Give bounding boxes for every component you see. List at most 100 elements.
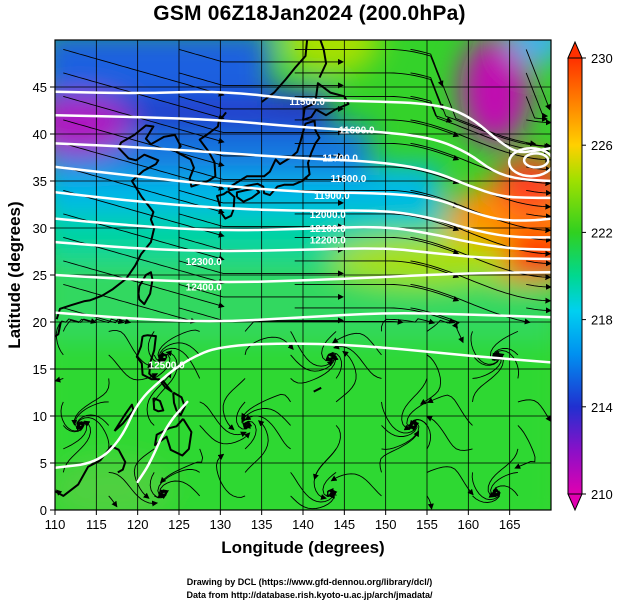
- height-contour: [55, 311, 551, 323]
- streamline: [158, 480, 201, 500]
- streamline: [244, 318, 404, 332]
- x-tick-label: 125: [168, 517, 190, 532]
- coastline: [227, 119, 321, 197]
- streamline: [526, 119, 551, 126]
- streamline: [71, 378, 110, 426]
- streamline: [379, 430, 420, 473]
- streamline: [470, 331, 500, 365]
- streamline: [294, 166, 460, 185]
- streamline: [199, 401, 247, 438]
- x-tick-label: 150: [375, 517, 397, 532]
- coastline: [172, 391, 186, 417]
- streamline: [62, 420, 91, 473]
- x-tick-label: 160: [457, 517, 479, 532]
- coastline: [152, 397, 165, 413]
- colorbar-tick-label: 222: [591, 225, 613, 240]
- credit-drawing: Drawing by DCL (https://www.gfd-dennou.o…: [186, 577, 433, 587]
- height-contour: [507, 146, 551, 178]
- coastline: [55, 111, 227, 320]
- streamline: [294, 142, 460, 161]
- streamline: [335, 350, 357, 403]
- x-tick-label: 130: [209, 517, 231, 532]
- streamline: [108, 330, 154, 369]
- coastline: [235, 187, 261, 203]
- height-contours: [55, 90, 551, 484]
- streamline: [63, 95, 225, 144]
- streamline: [526, 307, 551, 314]
- streamline: [63, 307, 132, 325]
- contour-labels: 11500.0 11600.0 11700.0 11800.0 11900.0 12000…: [149, 97, 375, 371]
- streamline: [178, 48, 344, 65]
- streamline: [410, 142, 551, 187]
- streamline: [236, 401, 253, 430]
- coastline: [113, 403, 135, 432]
- streamline: [133, 448, 155, 499]
- streamline: [63, 166, 225, 215]
- y-tick-label: 15: [33, 362, 47, 377]
- x-tick-label: 110: [45, 517, 66, 532]
- streamline: [426, 394, 473, 426]
- y-axis: 0 5 10 15 20 25 30 35 40 45: [33, 80, 55, 518]
- streamline: [108, 471, 159, 507]
- streamline: [63, 48, 225, 97]
- contour-label: 11600.0: [339, 125, 375, 136]
- streamline: [294, 119, 460, 138]
- streamline: [517, 399, 551, 423]
- streamline: [294, 48, 444, 87]
- y-tick-label: 35: [33, 174, 47, 189]
- height-contour: [55, 270, 551, 284]
- streamline: [153, 350, 178, 403]
- streamline: [63, 260, 225, 309]
- colorbar-tick-label: 210: [591, 487, 613, 502]
- contour-label: 11900.0: [314, 191, 350, 202]
- streamline: [63, 72, 225, 121]
- streamline: [514, 425, 536, 469]
- x-tick-label: 135: [251, 517, 273, 532]
- height-contour: [55, 240, 551, 261]
- streamline: [178, 95, 344, 112]
- y-tick-label: 20: [33, 315, 47, 330]
- height-contour: [136, 400, 189, 484]
- coastline: [135, 334, 173, 393]
- colorbar-tick-label: 230: [591, 51, 613, 66]
- contour-label: 12400.0: [186, 282, 223, 293]
- streamline: [241, 393, 291, 420]
- streamline: [178, 260, 344, 277]
- y-tick-label: 5: [40, 456, 47, 471]
- streamline: [526, 283, 551, 290]
- temperature-field: [55, 40, 551, 510]
- streamline: [294, 213, 460, 232]
- streamline: [294, 260, 460, 279]
- graticule: [55, 40, 551, 510]
- colorbar-tick-label: 218: [591, 313, 613, 328]
- streamline: [147, 331, 168, 363]
- streamline: [108, 495, 118, 508]
- streamline: [410, 236, 551, 281]
- streamline: [178, 213, 344, 230]
- streamline: [63, 142, 225, 191]
- coastlines: [55, 40, 350, 497]
- streamline: [290, 354, 339, 384]
- streamline: [178, 72, 344, 89]
- contour-label: 11800.0: [331, 174, 367, 185]
- streamline: [333, 343, 382, 379]
- streamline: [62, 318, 125, 332]
- streamline: [487, 448, 519, 498]
- streamline: [401, 378, 428, 431]
- coastline: [304, 176, 308, 180]
- y-tick-label: 30: [33, 221, 47, 236]
- streamline: [322, 472, 337, 497]
- streamline: [290, 472, 335, 503]
- streamline: [426, 495, 434, 510]
- chart-title: GSM 06Z18Jan2024 (200.0hPa): [153, 2, 466, 25]
- streamline: [74, 401, 109, 429]
- colorbar: 210 214 218 222 226 230: [567, 40, 613, 512]
- streamline: [490, 471, 518, 498]
- streamline: [290, 489, 338, 510]
- streamline: [158, 342, 201, 364]
- x-axis-title: Longitude (degrees): [221, 538, 385, 557]
- streamline: [55, 318, 97, 356]
- coastline: [55, 321, 62, 338]
- streamline: [526, 213, 551, 220]
